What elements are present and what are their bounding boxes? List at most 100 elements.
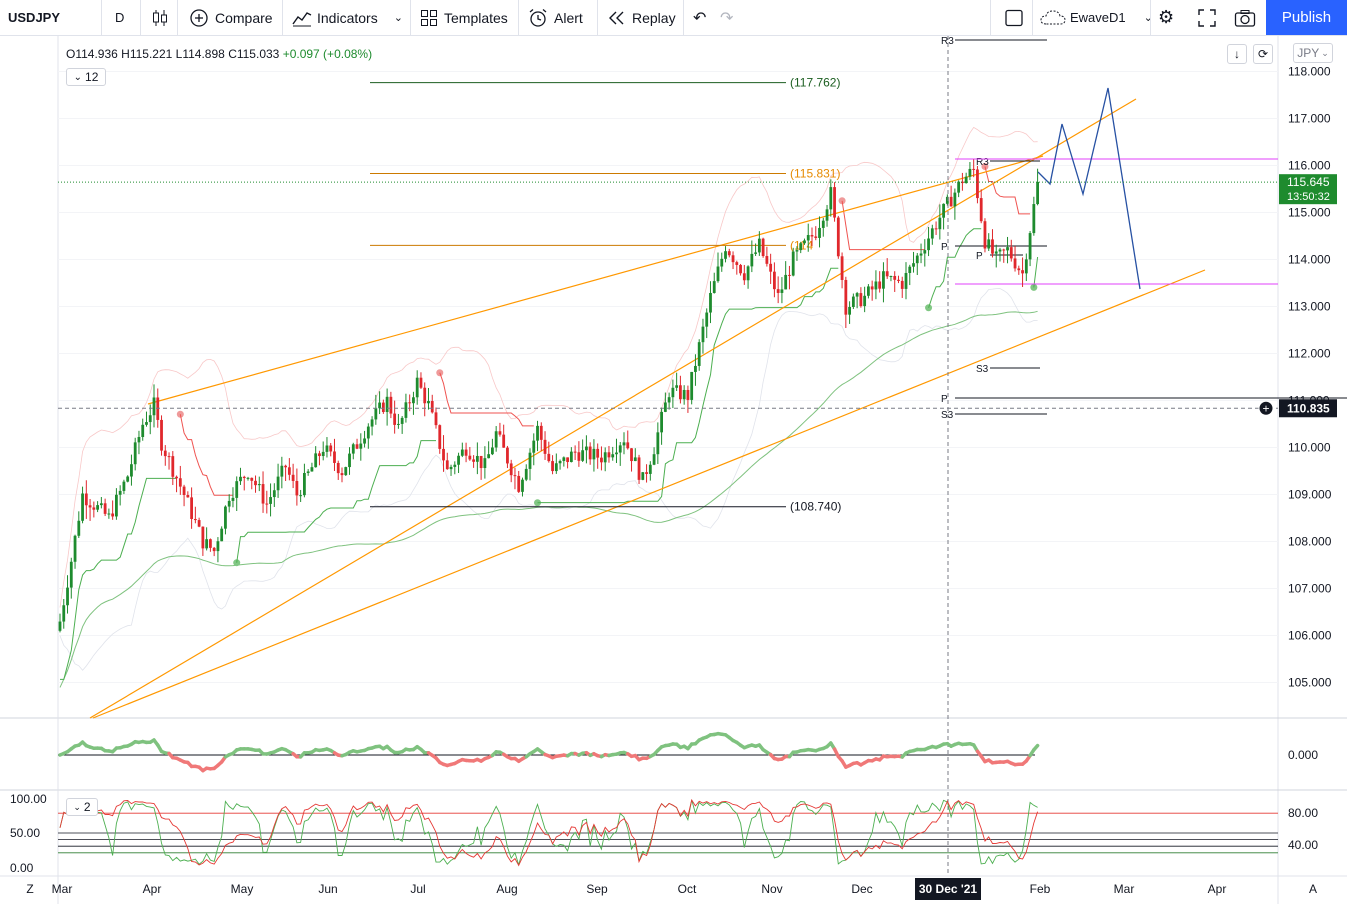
candle-body [257,484,261,486]
candle-body [851,296,855,307]
supertrend-line [537,267,839,504]
scroll-to-latest-button[interactable]: ↓ [1227,44,1247,64]
time-tick-label: Oct [678,882,697,896]
indicators-button[interactable]: Indicators ⌄ [292,0,403,35]
candle-body [961,181,964,184]
scale-toggle-right: A [1309,882,1317,896]
candle-body [1021,270,1024,274]
supertrend-line [60,477,177,680]
candle-body [306,471,310,474]
alert-button[interactable]: Alert [528,0,583,35]
level-label: (117.762) [790,76,840,90]
candle-body [780,289,784,293]
candle-body [671,387,675,398]
layout-name-button[interactable]: EwaveD1 ⌄ [1040,0,1153,35]
supertrend-dot [436,369,444,377]
candle-body [359,443,363,449]
candle-body [558,460,562,464]
indicators-collapse-button[interactable]: ⌄ 12 [66,68,106,86]
layout-select-button[interactable] [1004,0,1024,35]
price-tick-label: 113.000 [1288,300,1331,314]
candle-body [882,271,885,289]
candle-body [272,490,276,498]
candle-body [1017,268,1021,271]
settings-button[interactable]: ⚙ [1158,0,1174,35]
candle-body [637,457,641,480]
cloud-icon [1040,9,1066,24]
templates-icon [421,9,437,26]
candle-body [295,480,299,496]
candle-body [133,442,137,465]
candle-body [235,481,239,498]
candle-body [712,281,716,293]
candle-body [186,495,190,498]
publish-button[interactable]: Publish [1266,0,1347,35]
candle-body [494,431,498,448]
candle-body [224,506,227,529]
candle-body [506,447,509,464]
fit-screen-button[interactable]: ⟳ [1253,44,1273,64]
candle-body [178,478,182,487]
price-tick-label: 115.000 [1288,206,1331,220]
candle-body [547,453,551,462]
candle-body [513,475,517,477]
compare-button[interactable]: Compare [189,0,273,35]
candle-body [679,385,682,400]
chart-canvas[interactable]: (117.762)(115.831)(114(108.740)R3R3PPS3P… [0,36,1347,904]
pivot-label: S3 [941,410,954,421]
fullscreen-button[interactable] [1198,0,1216,35]
chart-type-button[interactable] [152,0,168,35]
undo-button[interactable]: ↶ [693,0,706,35]
candle-body [261,484,265,504]
candle-body [220,528,224,542]
candle-body [1036,181,1039,205]
currency-button[interactable]: JPY ⌄ [1293,43,1333,63]
candle-body [588,446,592,460]
candle-body [600,457,603,463]
arrow-down-icon: ↓ [1234,47,1240,61]
candle-body [942,203,945,218]
interval-button[interactable]: D [115,10,125,25]
chevron-down-icon: ⌄ [73,801,81,812]
candle-body [611,454,615,458]
oscillator-pane-1 [58,731,1040,773]
candle-body [957,181,961,193]
candle-body [464,449,468,456]
candle-body [660,411,663,433]
snapshot-button[interactable] [1234,0,1256,35]
osc1-tick-label: 0.000 [1288,748,1318,762]
momentum-segment [1032,743,1040,752]
candle-body [517,475,521,492]
currency-label: JPY [1297,46,1320,60]
candle-body [242,476,246,479]
candle-body [524,468,528,480]
redo-button[interactable]: ↷ [720,0,733,35]
stoch-collapse-button[interactable]: ⌄ 2 [66,798,98,816]
high-value: H115.221 [121,47,173,61]
candle-body [197,520,201,527]
pivot-label: P [976,251,983,262]
candle-body [919,253,923,256]
candle-body [889,275,893,277]
candle-body [118,490,122,495]
candle-body [821,220,825,228]
candle-body [333,451,336,463]
candle-body [825,209,829,221]
candle-body [742,273,746,281]
candle-body [773,271,776,290]
symbol-search[interactable]: USDJPY [8,10,61,25]
channel-line [147,155,1044,405]
candle-body [209,539,212,548]
candle-body [344,467,348,476]
candle-body [265,503,269,505]
candle-body [818,227,821,238]
candle-body [303,473,306,496]
redo-icon: ↷ [720,9,734,27]
candle-body [776,289,780,293]
templates-button[interactable]: Templates [420,0,508,35]
candle-body [175,476,178,479]
candle-body [799,243,803,251]
candle-body [419,377,423,388]
candle-body [96,505,99,510]
replay-button[interactable]: Replay [608,0,676,35]
